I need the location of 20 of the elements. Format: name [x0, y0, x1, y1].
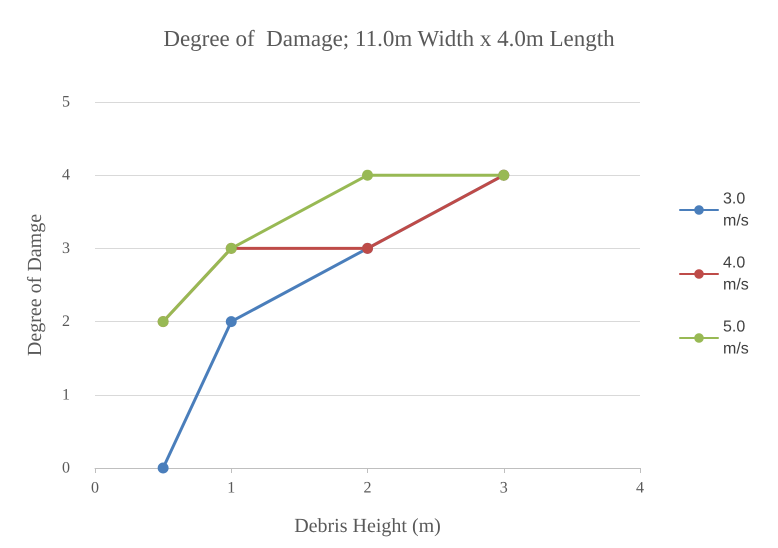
y-tick-label: 4	[62, 166, 70, 184]
point	[158, 462, 169, 474]
y-axis-title: Degree of Damge	[24, 214, 46, 356]
legend-label: 5.0 m/s	[723, 318, 750, 358]
x-tick-label: 1	[227, 480, 236, 496]
x-tick-label: 2	[364, 480, 372, 496]
x-tick-label: 0	[91, 480, 99, 496]
point	[362, 170, 373, 181]
legend-label: 4.0 m/s	[723, 254, 750, 294]
legend-label: 3.0 m/s	[723, 190, 750, 230]
y-tick-label: 5	[62, 94, 70, 110]
x-tick-label: 4	[636, 480, 644, 496]
chart-title: Degree of Damage; 11.0m Width x 4.0m Length	[163, 26, 616, 51]
y-tick-label: 3	[62, 240, 70, 257]
y-tick-label: 2	[62, 313, 70, 330]
x-axis-title: Debris Height (m)	[294, 515, 441, 537]
point	[226, 316, 237, 328]
x-tick-label: 3	[500, 480, 508, 496]
y-tick-label: 1	[62, 386, 70, 404]
y-tick-label: 0	[62, 460, 70, 476]
